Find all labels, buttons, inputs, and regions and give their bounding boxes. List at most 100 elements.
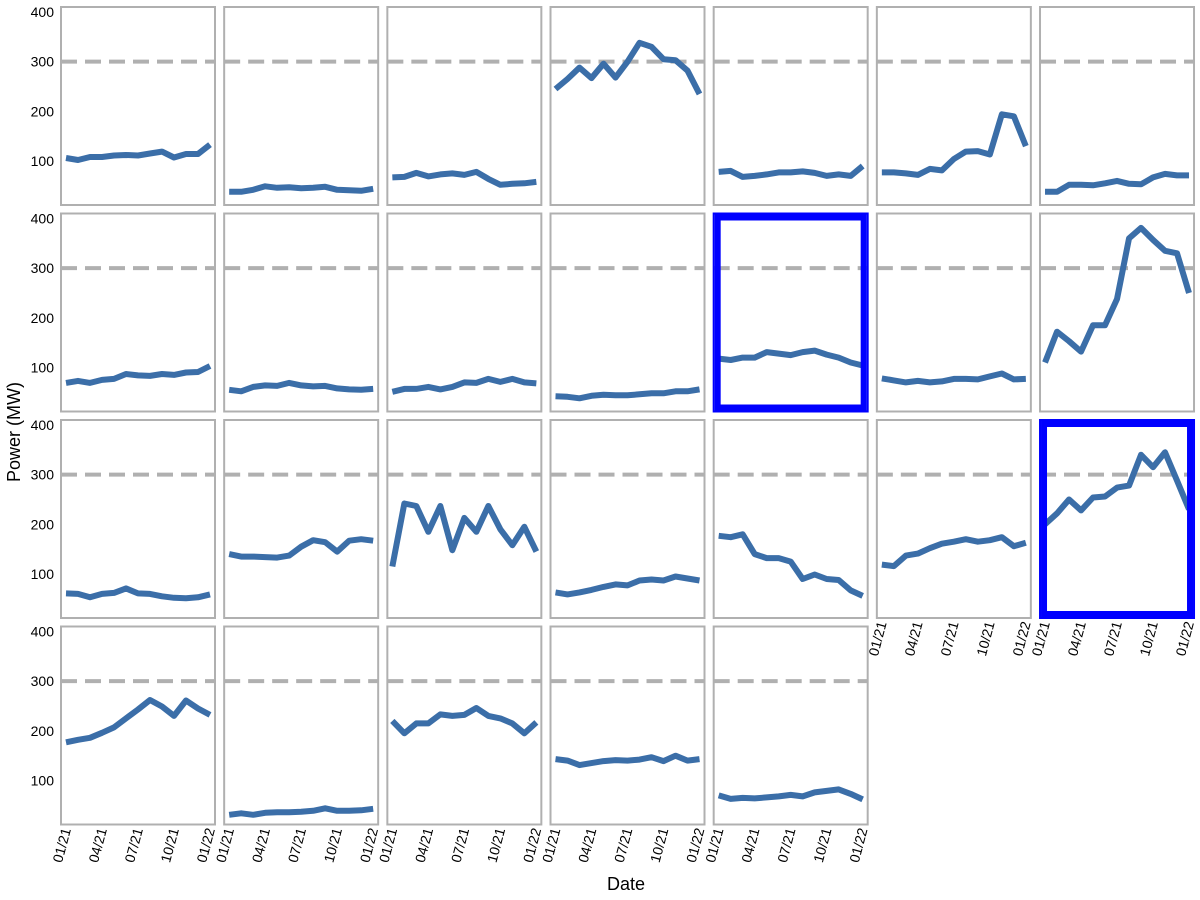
panel-frame (223, 6, 380, 206)
series-line (228, 379, 374, 395)
series-line (718, 531, 864, 599)
y-tick-label: 100 (31, 773, 55, 789)
x-tick-label: 04/21 (1064, 619, 1089, 657)
panel-17 (386, 419, 543, 619)
y-tick-label: 100 (31, 153, 55, 169)
x-tick-label: 10/21 (1136, 619, 1161, 657)
x-tick-label: 07/21 (448, 826, 473, 864)
highlight-frame (1041, 421, 1194, 617)
x-tick-label: 04/21 (901, 619, 926, 657)
panel-9 (223, 212, 380, 413)
panel-3 (386, 6, 543, 206)
panel-frame (386, 419, 543, 619)
panel-19 (712, 419, 869, 619)
panel-frame (60, 212, 216, 413)
x-tick-label: 07/21 (937, 619, 962, 657)
panel-11 (549, 212, 706, 413)
panel-26 (712, 625, 869, 826)
x-tick-label: 07/21 (121, 826, 146, 864)
x-tick-label: 01/21 (865, 619, 890, 657)
y-axis-title: Power (MW) (4, 382, 24, 482)
panel-15 (60, 419, 216, 619)
panel-frame (60, 419, 216, 619)
series-line (228, 536, 374, 561)
panel-frame (386, 212, 543, 413)
x-tick-label: 10/21 (973, 619, 998, 657)
panel-25 (549, 625, 706, 826)
panel-24 (386, 625, 543, 826)
panel-frame (386, 625, 543, 826)
x-tick-label: 01/22 (846, 826, 871, 864)
panels-layer (60, 6, 1196, 826)
panel-18 (549, 419, 706, 619)
x-axis: 01/21 04/21 07/21 10/21 01/22 01/21 04/21 07/21… (49, 619, 1197, 864)
series-line (555, 386, 700, 402)
x-tick-label: 04/21 (575, 826, 600, 864)
series-line (717, 786, 864, 803)
x-tick-label: 10/21 (647, 826, 672, 864)
series-line (881, 111, 1029, 178)
y-tick-label: 200 (31, 310, 55, 326)
panel-frame (1039, 6, 1196, 206)
y-tick-label: 300 (31, 467, 55, 483)
y-tick-label: 400 (31, 624, 55, 640)
panel-frame (1039, 212, 1196, 413)
panel-7 (1039, 6, 1196, 206)
x-tick-label: 07/21 (774, 826, 799, 864)
series-line (228, 805, 374, 818)
panel-frame (223, 419, 380, 619)
x-tick-label: 07/21 (611, 826, 636, 864)
series-line (65, 697, 212, 746)
panel-13 (875, 212, 1032, 413)
panel-frame (875, 212, 1032, 413)
panel-2 (223, 6, 380, 206)
series-line (881, 370, 1026, 386)
x-tick-label: 01/21 (49, 826, 74, 864)
series-line (1043, 449, 1192, 527)
panel-frame (549, 625, 706, 826)
panel-14 (1039, 212, 1196, 413)
series-line (881, 534, 1027, 570)
series-line (718, 163, 865, 180)
x-axis-title: Date (607, 874, 645, 894)
x-tick-label: 04/21 (85, 826, 110, 864)
highlight-frame (714, 214, 867, 411)
series-line (65, 363, 212, 386)
panel-12 (712, 212, 869, 413)
panel-frame (712, 419, 869, 619)
x-tick-label: 07/21 (1100, 619, 1125, 657)
series-line (65, 142, 212, 163)
y-tick-label: 200 (31, 723, 55, 739)
series-line (555, 752, 700, 769)
series-line (1042, 224, 1192, 364)
series-line (555, 573, 701, 598)
y-tick-label: 300 (31, 673, 55, 689)
panel-frame (875, 419, 1032, 619)
x-tick-label: 10/21 (810, 826, 835, 864)
series-line (390, 705, 539, 737)
panel-frame (60, 6, 216, 206)
panel-6 (875, 6, 1032, 206)
panel-frame (549, 419, 706, 619)
y-tick-label: 400 (31, 4, 55, 20)
panel-5 (712, 6, 869, 206)
x-tick-label: 10/21 (157, 826, 182, 864)
panel-frame (712, 625, 869, 826)
panel-22 (60, 625, 216, 826)
panel-23 (223, 625, 380, 826)
panel-4 (549, 6, 706, 206)
panel-frame (549, 6, 706, 206)
panel-20 (875, 419, 1032, 619)
series-line (65, 585, 211, 602)
highlight-outer-frame (1039, 419, 1196, 619)
panel-1 (60, 6, 216, 206)
y-tick-label: 100 (31, 566, 55, 582)
panel-frame (60, 625, 216, 826)
panel-frame (549, 212, 706, 413)
series-line (229, 183, 374, 195)
y-tick-label: 300 (31, 260, 55, 276)
series-line (391, 375, 537, 395)
panel-16 (223, 419, 380, 619)
x-tick-label: 01/22 (1172, 619, 1197, 657)
